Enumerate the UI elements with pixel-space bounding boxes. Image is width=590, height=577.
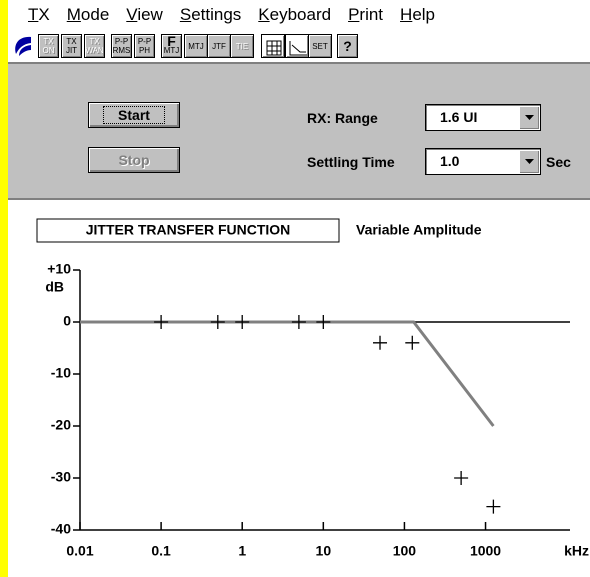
- x-tick-label: 0.1: [151, 543, 171, 559]
- x-axis-label: kHz: [564, 543, 589, 559]
- settling-select[interactable]: 1.0: [425, 148, 541, 175]
- y-tick-label: 0: [63, 313, 71, 329]
- control-panel: Start Stop RX: Range 1.6 UI Settling Tim…: [8, 62, 590, 200]
- button-text: SET: [312, 41, 328, 51]
- button-text: TIE: [235, 41, 249, 51]
- data-point: [486, 499, 501, 514]
- menu-item[interactable]: Mode: [66, 5, 110, 24]
- toolbar-button[interactable]: TX JIT: [61, 34, 82, 58]
- button-text: TX: [66, 37, 77, 46]
- button-text: P-P: [114, 37, 129, 46]
- toolbar-button[interactable]: SET: [308, 34, 332, 58]
- toolbar-button[interactable]: [285, 34, 309, 58]
- plot-area: [80, 270, 570, 530]
- toolbar-button[interactable]: TX WAN: [84, 34, 105, 58]
- toolbar-button[interactable]: JTF: [207, 34, 231, 58]
- x-tick-label: 10: [316, 543, 332, 559]
- button-text: TX: [43, 37, 54, 46]
- range-select[interactable]: 1.6 UI: [425, 104, 541, 131]
- data-point: [316, 315, 331, 329]
- button-text: F: [167, 33, 176, 49]
- settling-label: Settling Time: [307, 154, 395, 170]
- data-point: [210, 315, 225, 329]
- y-tick-label: -30: [51, 469, 71, 485]
- y-tick-label: -40: [51, 521, 71, 537]
- chart-subtitle: Variable Amplitude: [356, 222, 482, 238]
- y-tick-label: -20: [51, 417, 71, 433]
- data-point: [405, 335, 420, 350]
- y-axis-label: dB: [45, 279, 64, 295]
- toolbar: TX ON TX JIT TX WAN P-P RMS P-P PH F MTJ MTJ JTF TIE SE…: [8, 30, 590, 61]
- button-text: TX: [89, 37, 100, 46]
- y-tick-label: -10: [51, 365, 71, 381]
- menu-item[interactable]: Settings: [179, 5, 242, 24]
- toolbar-button[interactable]: TIE: [230, 34, 254, 58]
- data-point: [235, 315, 250, 329]
- toolbar-button[interactable]: F MTJ: [161, 34, 182, 58]
- range-label: RX: Range: [307, 110, 378, 126]
- button-text: P-P: [137, 37, 152, 46]
- toolbar-button[interactable]: P-P PH: [134, 34, 155, 58]
- menu-item[interactable]: View: [126, 5, 163, 24]
- settling-unit: Sec: [546, 154, 571, 170]
- x-tick-label: 1: [238, 543, 246, 559]
- toolbar-button[interactable]: [261, 34, 285, 58]
- button-text: JIT: [65, 46, 78, 55]
- start-button[interactable]: Start: [88, 102, 180, 128]
- side-strip: [0, 0, 8, 577]
- start-label: Start: [103, 106, 165, 124]
- toolbar-button[interactable]: TX ON: [38, 34, 59, 58]
- data-point: [291, 315, 306, 329]
- mask-line: [80, 320, 495, 427]
- button-text: ON: [42, 46, 55, 55]
- x-tick-label: 0.01: [66, 543, 93, 559]
- stop-button[interactable]: Stop: [88, 147, 180, 173]
- x-tick-label: 100: [393, 543, 417, 559]
- button-text: JTF: [212, 41, 226, 51]
- toolbar-button[interactable]: ?: [337, 34, 358, 58]
- menu-item[interactable]: TX: [28, 5, 50, 24]
- button-text: WAN: [85, 46, 104, 55]
- y-tick-label: +10: [47, 261, 71, 277]
- menu-item[interactable]: Print: [348, 5, 384, 24]
- button-text: MTJ: [188, 41, 204, 51]
- toolbar-button[interactable]: MTJ: [184, 34, 208, 58]
- button-text: PH: [138, 46, 151, 55]
- button-text: MTJ: [163, 46, 180, 55]
- menu-item[interactable]: Help: [400, 5, 435, 24]
- toolbar-button[interactable]: P-P RMS: [111, 34, 132, 58]
- logo: [15, 36, 31, 56]
- range-value: 1.6 UI: [440, 109, 478, 125]
- button-text: RMS: [112, 46, 131, 55]
- data-point: [373, 335, 388, 350]
- button-text: ?: [343, 37, 352, 54]
- menu-item[interactable]: Keyboard: [258, 5, 332, 24]
- settling-value: 1.0: [440, 153, 460, 169]
- chart: JITTER TRANSFER FUNCTION Variable Amplit…: [36, 218, 589, 559]
- data-point: [454, 471, 469, 485]
- chart-title: JITTER TRANSFER FUNCTION: [86, 222, 291, 238]
- data-point: [154, 315, 169, 329]
- menu-bar: TX Mode View Settings Keyboard Print Help: [8, 0, 590, 30]
- title-box: [36, 218, 340, 243]
- x-tick-label: 1000: [470, 543, 501, 559]
